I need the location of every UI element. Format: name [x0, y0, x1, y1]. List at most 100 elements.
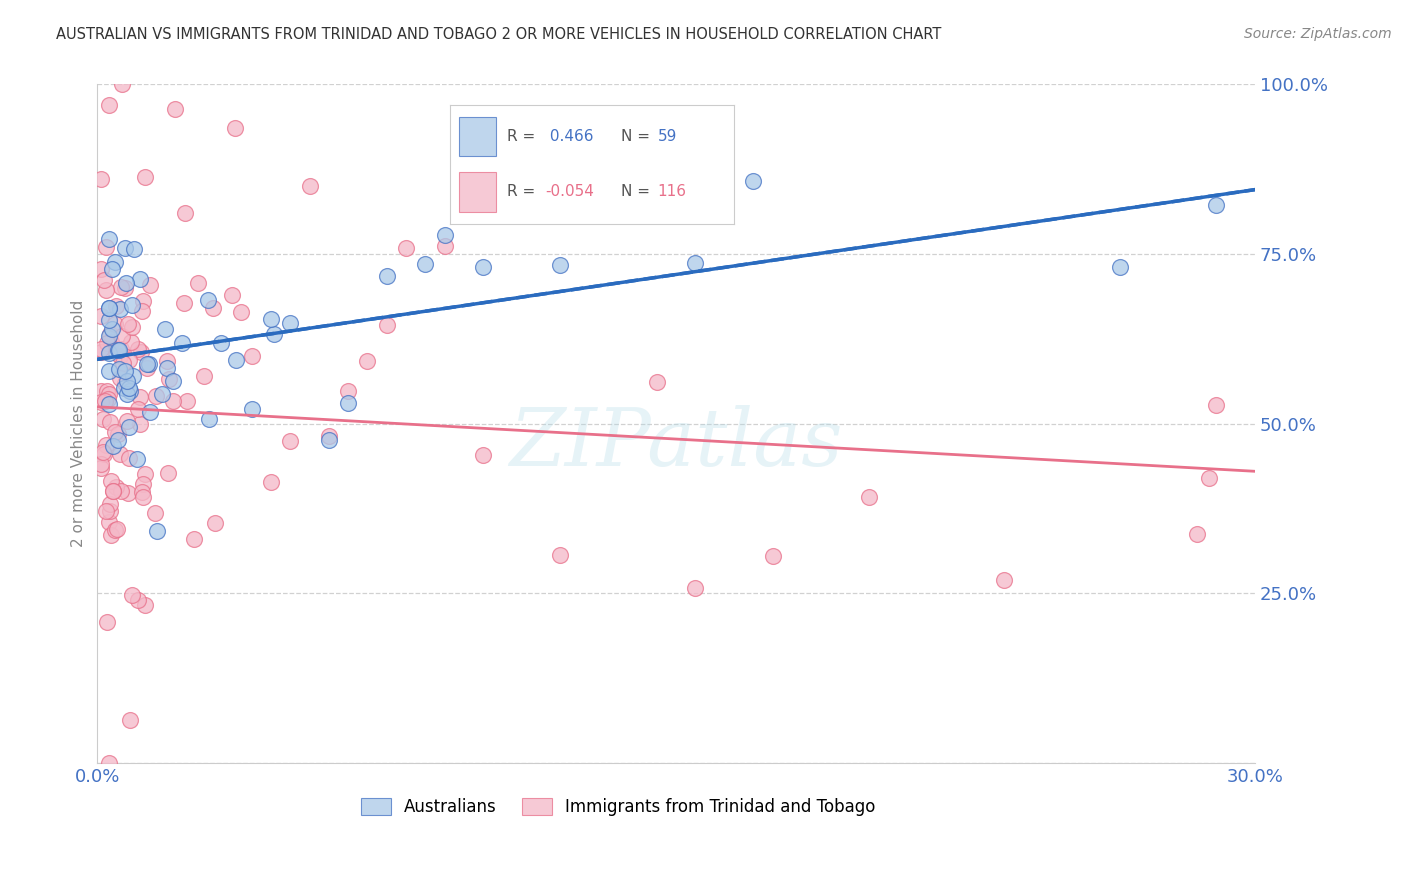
Point — [118, 352, 141, 367]
Point — [100, 474, 122, 488]
Point — [105, 480, 128, 494]
Point — [318, 429, 340, 443]
Point — [97, 97, 120, 112]
Point — [98, 301, 121, 316]
Point — [96, 384, 118, 398]
Point — [107, 427, 129, 442]
Point — [395, 241, 418, 255]
Point — [114, 364, 136, 378]
Point — [110, 483, 132, 498]
Point — [117, 317, 139, 331]
Point — [761, 549, 783, 563]
Point — [221, 288, 243, 302]
Point — [156, 466, 179, 480]
Point — [298, 178, 321, 193]
Point — [138, 357, 160, 371]
Point — [131, 484, 153, 499]
Point — [91, 412, 114, 426]
Point — [375, 318, 398, 332]
Point — [993, 573, 1015, 587]
Point — [550, 258, 572, 272]
Point — [1108, 260, 1130, 274]
Point — [90, 261, 112, 276]
Point — [685, 256, 707, 270]
Point — [100, 334, 122, 349]
Point — [90, 384, 112, 399]
Point — [134, 467, 156, 481]
Point — [260, 475, 283, 489]
Point — [118, 451, 141, 466]
Point — [170, 335, 193, 350]
Point — [107, 523, 129, 537]
Point — [114, 276, 136, 290]
Point — [101, 484, 124, 499]
Point — [115, 387, 138, 401]
Point — [90, 457, 112, 471]
Point — [156, 354, 179, 368]
Point — [97, 345, 120, 359]
Point — [645, 375, 668, 389]
Point — [183, 533, 205, 547]
Point — [472, 448, 495, 462]
Point — [742, 174, 765, 188]
Point — [125, 451, 148, 466]
Point — [111, 356, 134, 370]
Point — [231, 305, 253, 319]
Point — [129, 390, 152, 404]
Point — [156, 361, 179, 376]
Point — [224, 121, 246, 136]
Point — [131, 304, 153, 318]
Point — [101, 262, 124, 277]
Point — [858, 490, 880, 504]
Point — [98, 497, 121, 511]
Point — [1185, 526, 1208, 541]
Point — [114, 281, 136, 295]
Point — [121, 297, 143, 311]
Point — [202, 301, 225, 315]
Point — [120, 334, 142, 349]
Point — [433, 238, 456, 252]
Point — [263, 326, 285, 341]
Point — [121, 589, 143, 603]
Point — [90, 345, 112, 359]
Point — [107, 343, 129, 357]
Point — [318, 433, 340, 447]
Point — [93, 447, 115, 461]
Point — [117, 486, 139, 500]
Point — [108, 361, 131, 376]
Point — [117, 414, 139, 428]
Point — [193, 368, 215, 383]
Point — [122, 242, 145, 256]
Point — [90, 309, 112, 323]
Point — [163, 102, 186, 116]
Point — [1205, 398, 1227, 412]
Point — [139, 405, 162, 419]
Point — [97, 301, 120, 315]
Point — [98, 326, 121, 341]
Point — [129, 345, 152, 359]
Point — [550, 548, 572, 562]
Point — [118, 384, 141, 398]
Point — [97, 516, 120, 530]
Point — [90, 394, 112, 409]
Point — [162, 374, 184, 388]
Point — [176, 393, 198, 408]
Point — [117, 374, 139, 388]
Point — [278, 434, 301, 449]
Point — [134, 598, 156, 612]
Point — [1198, 471, 1220, 485]
Point — [98, 387, 121, 401]
Point — [97, 329, 120, 343]
Point — [104, 317, 127, 331]
Point — [173, 295, 195, 310]
Point — [150, 386, 173, 401]
Point — [122, 368, 145, 383]
Point — [225, 353, 247, 368]
Text: ZIPatlas: ZIPatlas — [509, 405, 842, 483]
Point — [108, 447, 131, 461]
Point — [337, 384, 360, 398]
Point — [111, 78, 134, 92]
Point — [337, 396, 360, 410]
Point — [375, 269, 398, 284]
Point — [98, 504, 121, 518]
